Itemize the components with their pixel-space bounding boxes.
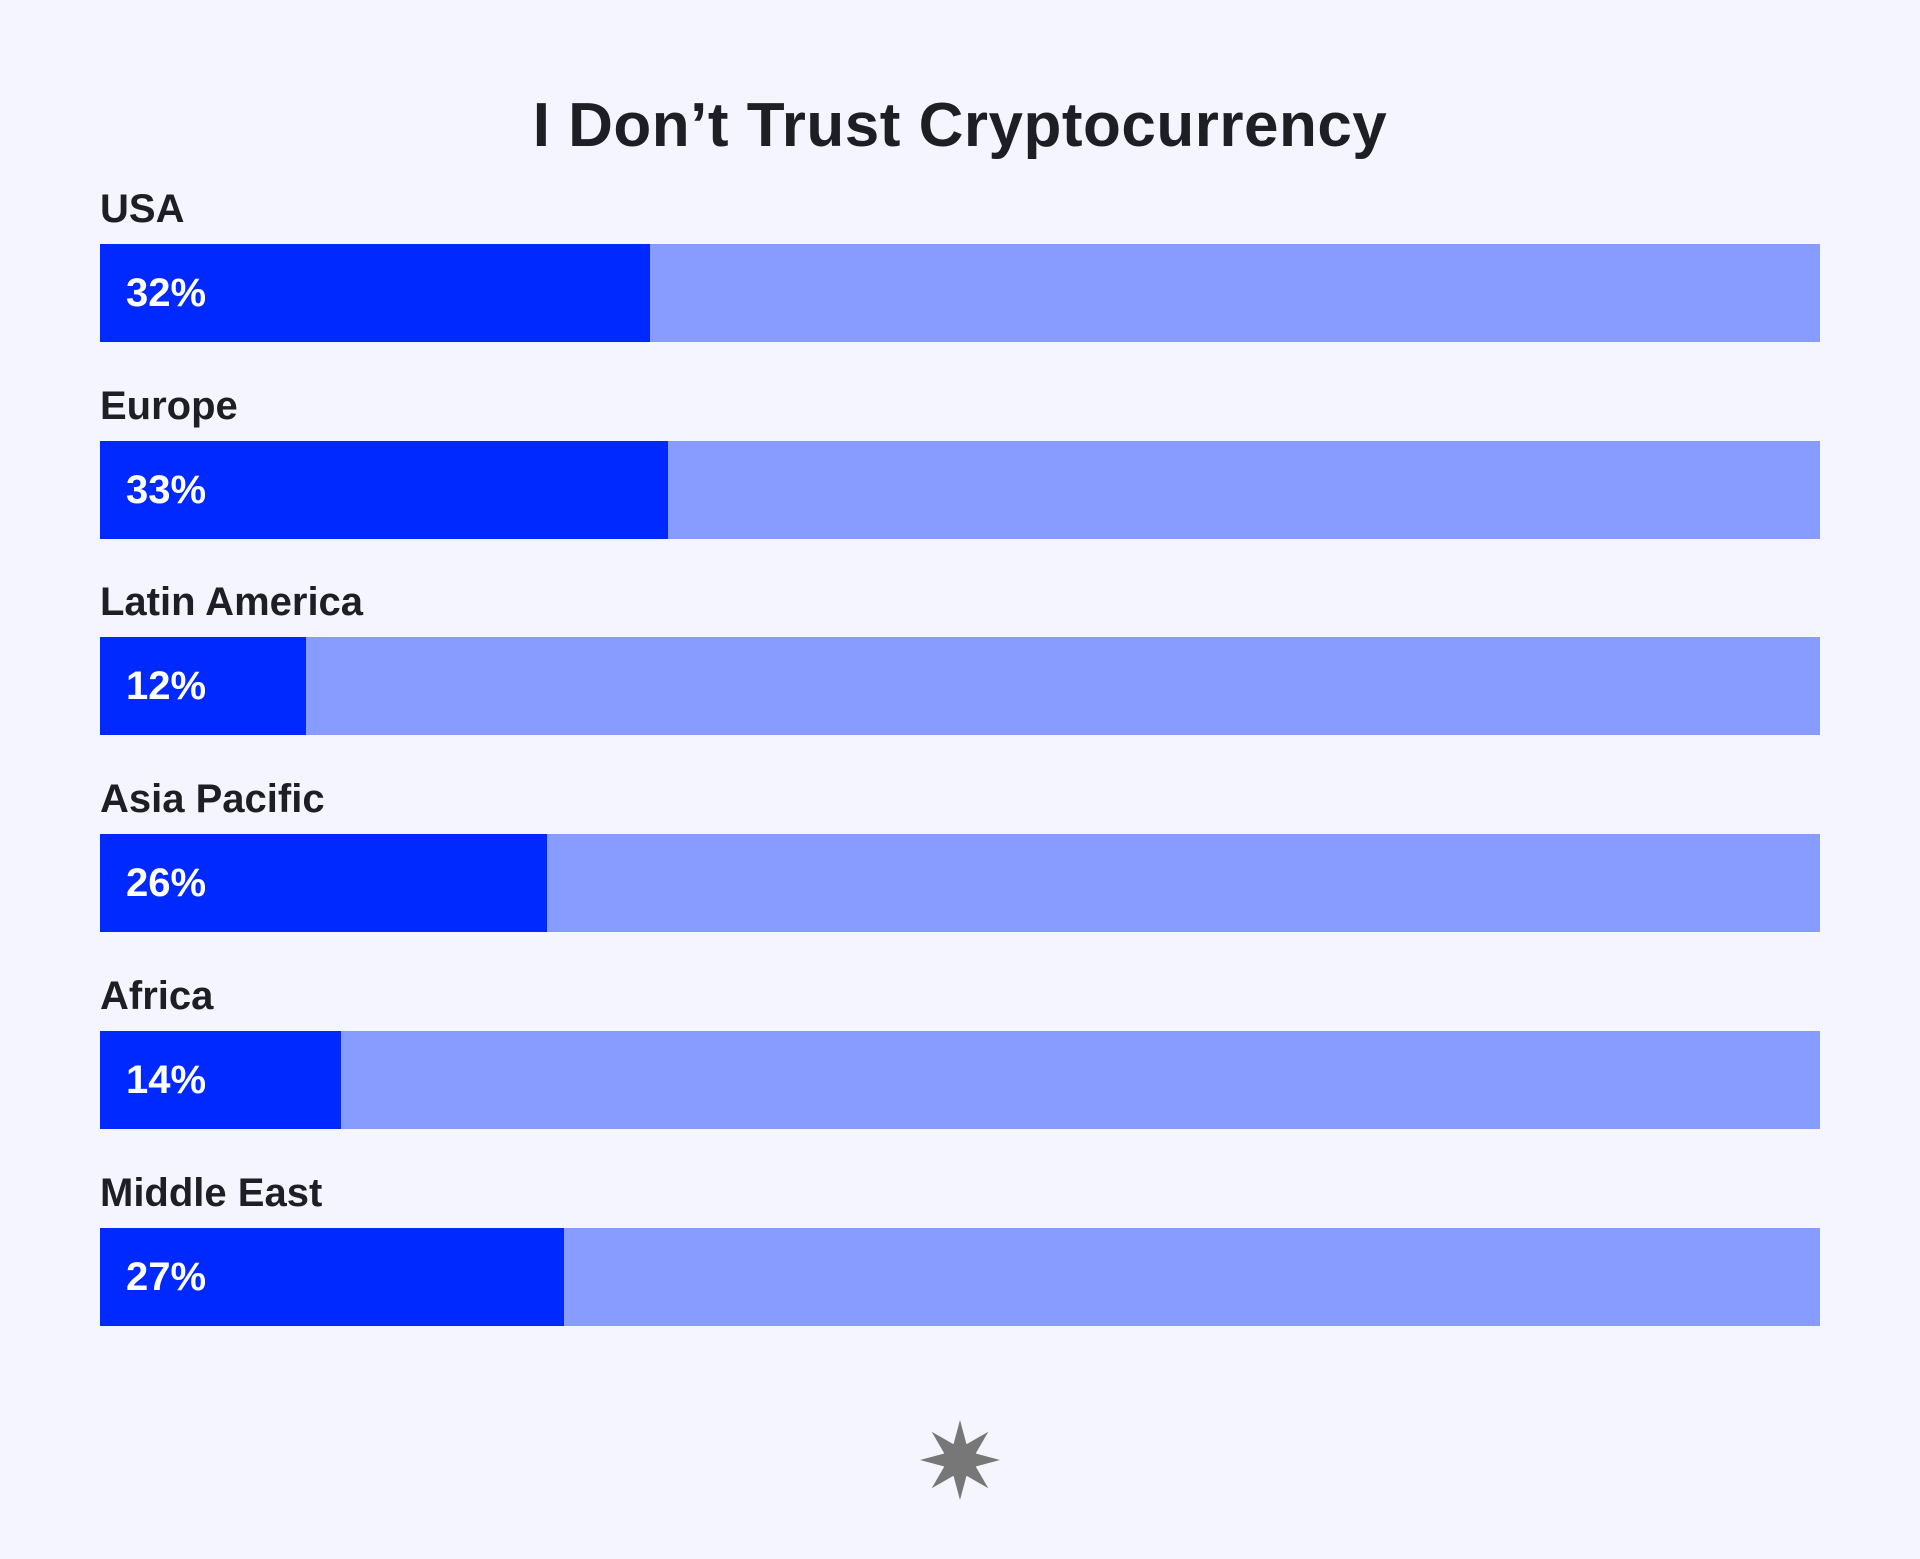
category-label-middle-east: Middle East [100, 1170, 323, 1215]
bar-track-middle-east: 27% [100, 1227, 1820, 1326]
bar-track-africa: 14% [100, 1030, 1820, 1129]
bar-value-label-usa: 32% [126, 271, 207, 315]
category-label-europe: Europe [100, 383, 238, 428]
bar-europe [100, 440, 668, 539]
bar-latin-america [100, 637, 307, 736]
bar-track-europe: 33% [100, 440, 1820, 539]
bar-africa [100, 1030, 341, 1129]
category-label-africa: Africa [100, 973, 214, 1018]
category-label-usa: USA [100, 187, 185, 231]
bar-value-label-africa: 14% [126, 1057, 207, 1102]
chart-title: I Don’t Trust Cryptocurrency [532, 91, 1388, 160]
category-label-asia-pacific: Asia Pacific [100, 777, 325, 822]
bar-asia-pacific [100, 834, 548, 933]
category-label-latin-america: Latin America [100, 580, 364, 625]
bar-value-label-europe: 33% [126, 467, 207, 512]
bar-track-asia-pacific: 26% [100, 834, 1820, 933]
bar-track-usa: 32% [100, 244, 1820, 342]
bar-middle-east [100, 1227, 565, 1326]
bar-value-label-middle-east: 27% [126, 1254, 207, 1299]
starburst-icon [920, 1420, 1000, 1500]
bar-track-latin-america: 12% [100, 637, 1820, 736]
bar-value-label-asia-pacific: 26% [126, 861, 207, 906]
bar-value-label-latin-america: 12% [126, 664, 207, 709]
bar-usa [100, 244, 651, 342]
